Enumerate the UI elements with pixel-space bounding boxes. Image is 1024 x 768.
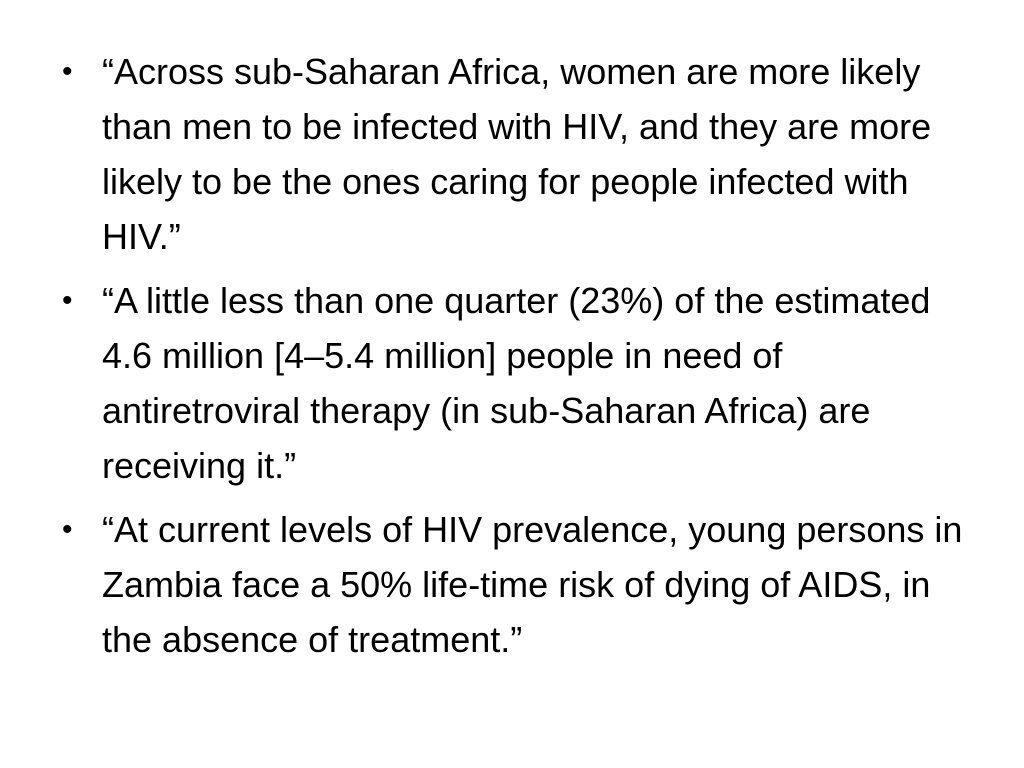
bullet-list: • “Across sub-Saharan Africa, women are …	[58, 44, 978, 676]
bullet-text: “At current levels of HIV prevalence, yo…	[102, 509, 963, 660]
bullet-marker: •	[62, 284, 73, 317]
bullet-marker: •	[62, 513, 73, 546]
bullet-item: • “A little less than one quarter (23%) …	[58, 273, 978, 493]
bullet-text: “Across sub-Saharan Africa, women are mo…	[102, 51, 932, 257]
bullet-item: • “Across sub-Saharan Africa, women are …	[58, 44, 978, 264]
bullet-item: • “At current levels of HIV prevalence, …	[58, 502, 978, 667]
bullet-text: “A little less than one quarter (23%) of…	[102, 280, 931, 486]
bullet-marker: •	[62, 55, 73, 88]
